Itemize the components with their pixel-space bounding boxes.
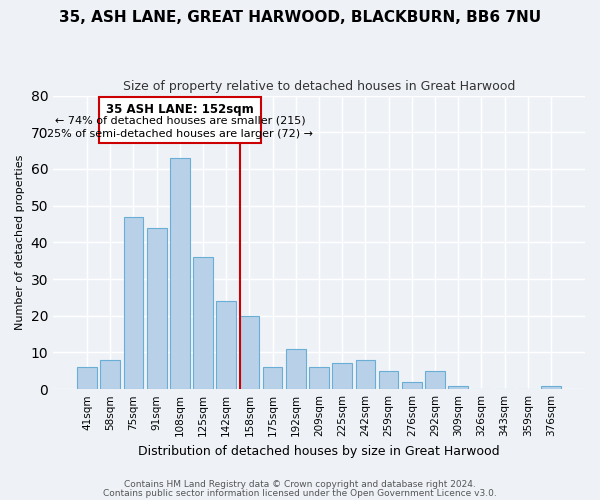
Bar	[77, 367, 97, 389]
FancyBboxPatch shape	[98, 98, 261, 144]
Bar	[356, 360, 375, 389]
Text: Contains public sector information licensed under the Open Government Licence v3: Contains public sector information licen…	[103, 488, 497, 498]
Bar	[239, 316, 259, 389]
Title: Size of property relative to detached houses in Great Harwood: Size of property relative to detached ho…	[123, 80, 515, 93]
Y-axis label: Number of detached properties: Number of detached properties	[15, 154, 25, 330]
Text: Contains HM Land Registry data © Crown copyright and database right 2024.: Contains HM Land Registry data © Crown c…	[124, 480, 476, 489]
Bar	[379, 371, 398, 389]
Text: 35 ASH LANE: 152sqm: 35 ASH LANE: 152sqm	[106, 103, 254, 116]
Bar	[193, 257, 213, 389]
Bar	[124, 216, 143, 389]
Text: ← 74% of detached houses are smaller (215): ← 74% of detached houses are smaller (21…	[55, 116, 305, 126]
Bar	[541, 386, 561, 389]
Bar	[100, 360, 120, 389]
Bar	[448, 386, 468, 389]
Text: 25% of semi-detached houses are larger (72) →: 25% of semi-detached houses are larger (…	[47, 128, 313, 138]
Text: 35, ASH LANE, GREAT HARWOOD, BLACKBURN, BB6 7NU: 35, ASH LANE, GREAT HARWOOD, BLACKBURN, …	[59, 10, 541, 25]
Bar	[309, 367, 329, 389]
Bar	[217, 301, 236, 389]
X-axis label: Distribution of detached houses by size in Great Harwood: Distribution of detached houses by size …	[138, 444, 500, 458]
Bar	[402, 382, 422, 389]
Bar	[332, 364, 352, 389]
Bar	[425, 371, 445, 389]
Bar	[286, 349, 305, 389]
Bar	[147, 228, 167, 389]
Bar	[263, 367, 283, 389]
Bar	[170, 158, 190, 389]
